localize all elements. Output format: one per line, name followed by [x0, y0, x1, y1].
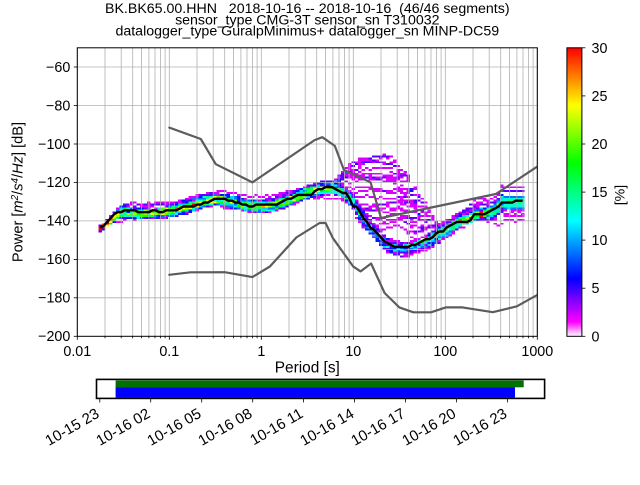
svg-text:−200: −200	[38, 329, 70, 345]
svg-text:−80: −80	[46, 98, 70, 114]
svg-text:[%]: [%]	[613, 185, 629, 206]
svg-text:datalogger_type GuralpMinimus+: datalogger_type GuralpMinimus+ datalogge…	[115, 24, 499, 40]
svg-text:0: 0	[592, 329, 600, 345]
svg-text:10: 10	[345, 344, 361, 360]
svg-text:Power [m2/s4/Hz] [dB]: Power [m2/s4/Hz] [dB]	[10, 122, 27, 262]
svg-text:5: 5	[592, 281, 600, 297]
svg-text:10: 10	[592, 233, 608, 249]
svg-text:sensor_type CMG-3T sensor_sn T: sensor_type CMG-3T sensor_sn T310032	[175, 12, 440, 28]
svg-text:0.1: 0.1	[159, 344, 179, 360]
svg-text:0.01: 0.01	[63, 344, 91, 360]
svg-text:BK.BK65.00.HHN 2018-10-16 --: BK.BK65.00.HHN 2018-10-16 -- 2018-10-16 …	[105, 1, 510, 17]
svg-text:100: 100	[433, 344, 457, 360]
svg-text:−140: −140	[38, 214, 70, 230]
svg-text:−60: −60	[46, 60, 70, 76]
svg-text:−100: −100	[38, 137, 70, 153]
svg-text:25: 25	[592, 89, 608, 105]
svg-text:−180: −180	[38, 291, 70, 307]
svg-text:20: 20	[592, 137, 608, 153]
svg-text:1: 1	[257, 344, 265, 360]
svg-text:30: 30	[592, 41, 608, 57]
svg-text:−120: −120	[38, 175, 70, 191]
svg-text:15: 15	[592, 185, 608, 201]
svg-text:−160: −160	[38, 252, 70, 268]
svg-text:1000: 1000	[521, 344, 553, 360]
svg-text:Period [s]: Period [s]	[275, 360, 340, 377]
